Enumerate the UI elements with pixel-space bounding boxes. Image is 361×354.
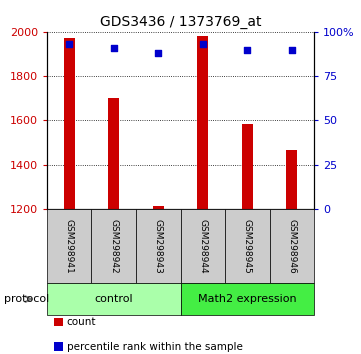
Text: GSM298943: GSM298943 bbox=[154, 219, 163, 273]
Point bbox=[200, 41, 206, 47]
Text: GSM298942: GSM298942 bbox=[109, 219, 118, 273]
Bar bbox=[153, 206, 164, 209]
Text: Math2 expression: Math2 expression bbox=[198, 294, 297, 304]
Text: GSM298945: GSM298945 bbox=[243, 219, 252, 273]
Point bbox=[155, 50, 161, 56]
Bar bbox=[108, 98, 119, 209]
Bar bbox=[286, 149, 297, 209]
Point bbox=[66, 41, 72, 47]
Bar bbox=[242, 124, 253, 209]
Text: GSM298944: GSM298944 bbox=[198, 219, 207, 273]
Text: control: control bbox=[95, 294, 133, 304]
Text: GSM298946: GSM298946 bbox=[287, 219, 296, 273]
Bar bbox=[64, 39, 75, 209]
Bar bbox=[197, 36, 208, 209]
Text: protocol: protocol bbox=[4, 294, 49, 304]
Point bbox=[289, 47, 295, 52]
Point bbox=[244, 47, 250, 52]
Text: count: count bbox=[67, 317, 96, 327]
Text: percentile rank within the sample: percentile rank within the sample bbox=[67, 342, 243, 352]
Title: GDS3436 / 1373769_at: GDS3436 / 1373769_at bbox=[100, 16, 261, 29]
Point bbox=[111, 45, 117, 51]
Text: GSM298941: GSM298941 bbox=[65, 219, 74, 273]
